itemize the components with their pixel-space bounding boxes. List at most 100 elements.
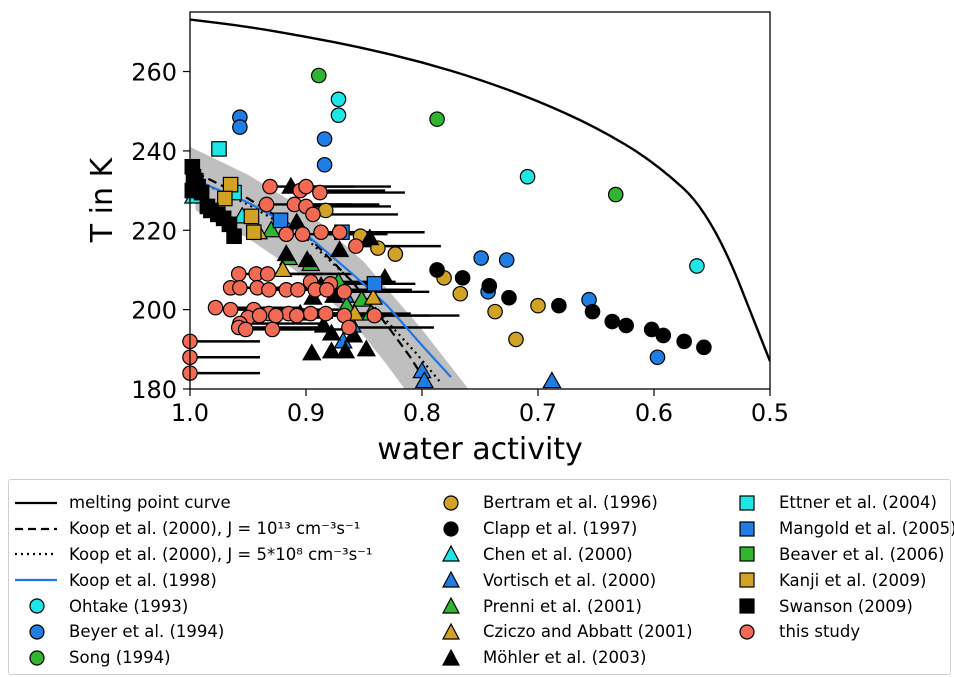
data-point (261, 220, 281, 238)
x-tick-label: 0.5 (751, 399, 789, 427)
data-point (298, 178, 314, 195)
legend-label: Clapp et al. (1997) (483, 519, 638, 539)
data-point (584, 303, 601, 320)
curve-dashed (195, 171, 429, 386)
legend-marker (13, 519, 61, 539)
data-point (232, 119, 248, 135)
data-point (217, 190, 233, 207)
data-point (551, 297, 567, 314)
legend-item: Swanson (2009) (723, 593, 954, 619)
data-point (316, 156, 333, 173)
data-point (237, 321, 254, 338)
legend-marker (723, 622, 771, 642)
data-point (272, 212, 289, 229)
data-point (542, 371, 562, 389)
curve-solid (201, 181, 452, 378)
data-point (321, 341, 342, 359)
plot-frame (189, 11, 771, 390)
data-point (335, 341, 356, 359)
legend-label: Beaver et al. (2006) (779, 544, 945, 564)
legend-label: Swanson (2009) (779, 596, 913, 616)
data-point (294, 226, 311, 243)
legend-label: Beyer et al. (1994) (69, 622, 225, 642)
y-tick-label: 260 (131, 59, 177, 87)
legend-label: Koop et al. (2000), J = 5*10⁸ cm⁻³s⁻¹ (69, 544, 373, 564)
x-tick-label: 0.9 (287, 399, 325, 427)
legend-label: Koop et al. (1998) (69, 570, 217, 590)
data-point (313, 224, 329, 241)
data-point (243, 208, 260, 225)
legend-column-3: Ettner et al. (2004) Mangold et al. (2005… (723, 490, 954, 645)
y-tick-label: 200 (131, 297, 177, 325)
data-point (278, 226, 295, 243)
legend-item: Prenni et al. (2001) (427, 593, 693, 619)
legend-item: Koop et al. (1998) (13, 567, 373, 593)
data-point (429, 262, 445, 278)
data-point (487, 303, 503, 320)
data-point (689, 258, 705, 274)
data-point (297, 250, 317, 268)
data-point (288, 307, 305, 324)
y-tick-label: 220 (131, 217, 177, 245)
data-point (222, 176, 239, 193)
legend-label: Bertram et al. (1996) (483, 493, 658, 513)
data-point (414, 371, 434, 389)
data-point (366, 307, 383, 324)
data-point (363, 287, 383, 305)
legend-marker (427, 648, 475, 668)
legend-marker (427, 596, 475, 616)
legend-item: this study (723, 619, 954, 645)
y-axis-label: T in K (85, 156, 120, 243)
data-point (226, 228, 242, 245)
legend-item: Mangold et al. (2005) (723, 516, 954, 542)
legend-label: Möhler et al. (2003) (483, 648, 647, 668)
legend-item: Koop et al. (2000), J = 10¹³ cm⁻³s⁻¹ (13, 516, 373, 542)
data-point (676, 333, 692, 350)
legend-item: Vortisch et al. (2000) (427, 567, 693, 593)
legend-marker (13, 648, 61, 668)
data-point (329, 240, 350, 258)
legend-marker (13, 544, 61, 564)
data-point (519, 168, 536, 185)
legend-label: Chen et al. (2000) (483, 544, 633, 564)
legend-label: Cziczo and Abbatt (2001) (483, 622, 693, 642)
legend-marker (13, 596, 61, 616)
legend-label: Koop et al. (2000), J = 10¹³ cm⁻³s⁻¹ (69, 519, 361, 539)
data-point (232, 280, 248, 296)
legend-item: Ohtake (1993) (13, 593, 373, 619)
data-point (481, 278, 498, 294)
data-point (316, 131, 333, 147)
legend-item: Beyer et al. (1994) (13, 619, 373, 645)
data-point (259, 266, 276, 282)
legend-item: Kanji et al. (2009) (723, 567, 954, 593)
legend-item: melting point curve (13, 490, 373, 516)
legend-marker (723, 493, 771, 513)
data-point (305, 206, 321, 223)
legend-label: Ettner et al. (2004) (779, 493, 937, 513)
data-point (336, 283, 353, 300)
data-point (454, 270, 471, 286)
data-point (655, 327, 672, 344)
legend-item: Möhler et al. (2003) (427, 645, 693, 671)
data-point (302, 343, 322, 361)
legend-label: Prenni et al. (2001) (483, 596, 642, 616)
x-tick-label: 0.7 (519, 399, 557, 427)
legend-label: Ohtake (1993) (69, 596, 189, 616)
legend-item: Bertram et al. (1996) (427, 490, 693, 516)
data-point (530, 297, 546, 314)
data-point (429, 111, 445, 127)
legend-item: Koop et al. (2000), J = 5*10⁸ cm⁻³s⁻¹ (13, 542, 373, 568)
data-point (317, 305, 334, 322)
data-point (604, 313, 621, 330)
data-point (312, 184, 328, 201)
data-point (222, 301, 239, 318)
data-point (330, 107, 347, 123)
legend-label: this study (779, 622, 861, 642)
data-point (696, 339, 712, 356)
data-point (268, 307, 284, 324)
data-point (348, 238, 364, 254)
data-point (319, 281, 335, 298)
x-axis-label: water activity (377, 432, 583, 467)
data-point (366, 276, 383, 292)
x-tick-label: 0.8 (403, 399, 441, 427)
